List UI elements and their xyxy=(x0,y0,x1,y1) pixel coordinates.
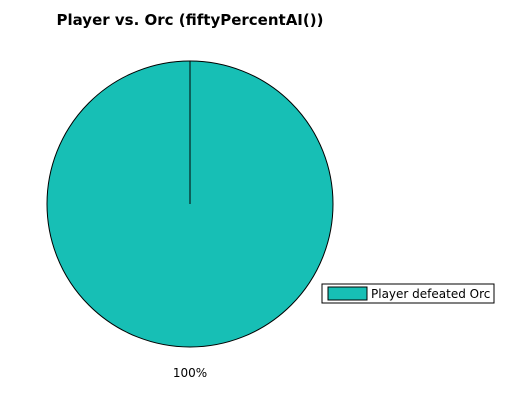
legend-swatch xyxy=(327,286,368,301)
slice-labels: 100% xyxy=(173,366,207,380)
pie-slices xyxy=(46,60,334,348)
chart-title: Player vs. Orc (fiftyPercentAI()) xyxy=(57,11,324,29)
slice-percent-label: 100% xyxy=(173,366,207,380)
legend-label: Player defeated Orc xyxy=(371,287,490,301)
chart-legend: Player defeated Orc xyxy=(321,283,495,304)
